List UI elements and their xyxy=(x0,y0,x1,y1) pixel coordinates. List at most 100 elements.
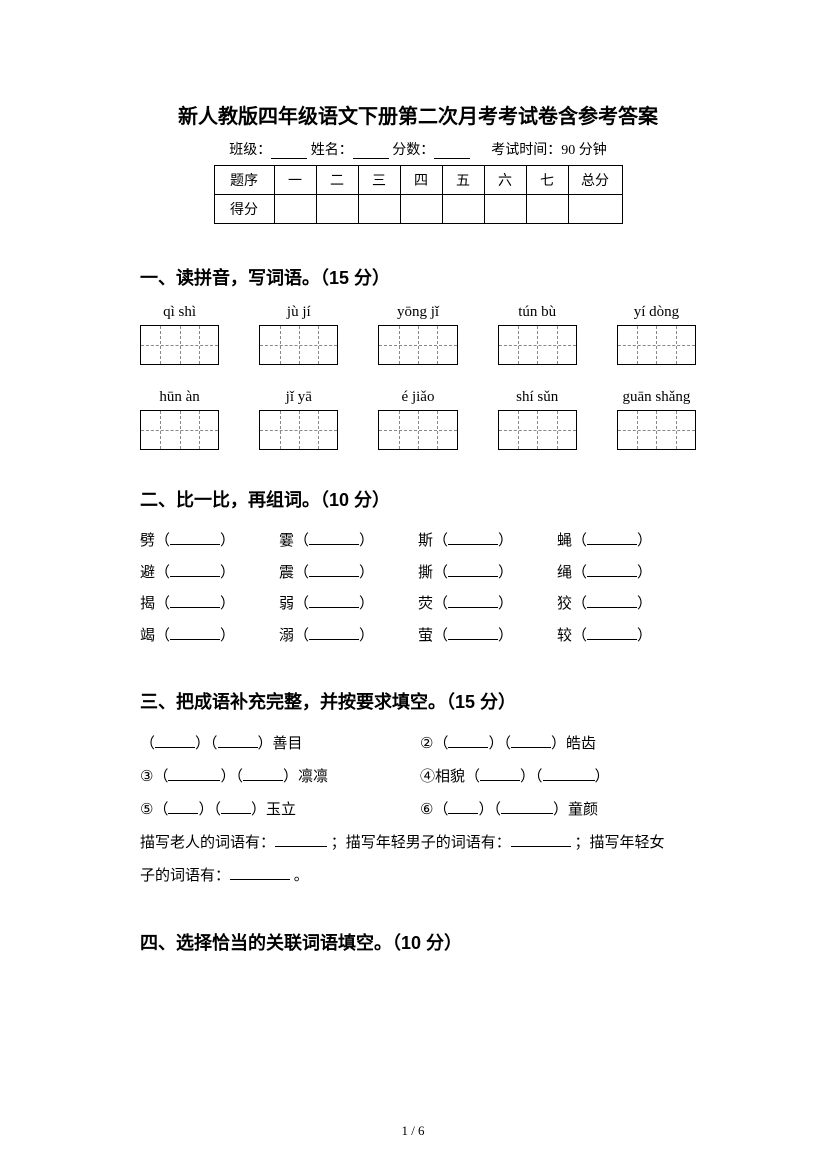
time-label: 考试时间：90 分钟 xyxy=(491,143,607,158)
fill-blank xyxy=(218,734,258,748)
s2-char: 较 xyxy=(557,628,572,644)
charbox xyxy=(498,410,577,450)
s2-char: 劈 xyxy=(140,533,155,549)
charbox xyxy=(140,410,219,450)
desc-text: ；描写年轻女 xyxy=(575,835,665,851)
td-blank xyxy=(358,195,400,224)
fill-blank xyxy=(448,563,498,577)
idiom-num: ⑥ xyxy=(420,802,433,818)
pinyin-cell: yí dòng xyxy=(617,304,696,321)
score-blank xyxy=(434,145,470,159)
s3-row: ③（）（）凛凛 ④相貌（）（） xyxy=(140,761,696,794)
idiom-tail: 善目 xyxy=(273,736,303,752)
desc-text: 。 xyxy=(294,868,309,884)
idiom-num: ⑤ xyxy=(140,802,153,818)
s2-row: 劈（） 霎（） 斯（） 蝇（） xyxy=(140,526,696,558)
s3-item-3: ③（）（）凛凛 xyxy=(140,761,420,794)
td-blank xyxy=(442,195,484,224)
score-label: 分数： xyxy=(392,143,434,158)
pinyin-cell: é jiǎo xyxy=(378,389,457,406)
th-4: 四 xyxy=(400,166,442,195)
idiom-tail: 玉立 xyxy=(266,802,296,818)
fill-blank xyxy=(168,767,220,781)
pinyin-cell: yōng jǐ xyxy=(378,304,457,321)
table-row: 得分 xyxy=(214,195,622,224)
fill-blank xyxy=(480,767,520,781)
desc-text: 描写老人的词语有： xyxy=(140,835,275,851)
idiom-tail: 皓齿 xyxy=(566,736,596,752)
s2-cell: 避（） xyxy=(140,558,279,590)
s3-desc-line1: 描写老人的词语有： ；描写年轻男子的词语有： ；描写年轻女 xyxy=(140,827,696,860)
s3-desc-line2: 子的词语有： 。 xyxy=(140,860,696,893)
s2-cell: 绳（） xyxy=(557,558,696,590)
fill-blank xyxy=(587,531,637,545)
idiom-num: ③ xyxy=(140,769,153,785)
s2-cell: 斯（） xyxy=(418,526,557,558)
s2-cell: 震（） xyxy=(279,558,418,590)
desc-text: 子的词语有： xyxy=(140,868,230,884)
s2-row: 揭（） 弱（） 荧（） 狡（） xyxy=(140,589,696,621)
fill-blank xyxy=(230,866,290,880)
fill-blank xyxy=(309,563,359,577)
s2-cell: 揭（） xyxy=(140,589,279,621)
pinyin-cell: jù jí xyxy=(259,304,338,321)
s2-cell: 弱（） xyxy=(279,589,418,621)
s2-char: 霎 xyxy=(279,533,294,549)
pinyin-cell: hūn àn xyxy=(140,389,219,406)
td-blank xyxy=(484,195,526,224)
td-blank xyxy=(316,195,358,224)
s2-char: 荧 xyxy=(418,596,433,612)
th-2: 二 xyxy=(316,166,358,195)
s2-char: 避 xyxy=(140,565,155,581)
charbox xyxy=(617,410,696,450)
s2-char: 萤 xyxy=(418,628,433,644)
s3-item-4: ④相貌（）（） xyxy=(420,761,696,794)
s2-char: 蝇 xyxy=(557,533,572,549)
fill-blank xyxy=(309,594,359,608)
fill-blank xyxy=(170,563,220,577)
page-title: 新人教版四年级语文下册第二次月考考试卷含参考答案 xyxy=(140,100,696,129)
th-7: 七 xyxy=(526,166,568,195)
table-row: 题序 一 二 三 四 五 六 七 总分 xyxy=(214,166,622,195)
charbox-row xyxy=(140,325,696,365)
score-table: 题序 一 二 三 四 五 六 七 总分 得分 xyxy=(214,165,623,224)
meta-line: 班级： 姓名： 分数： 考试时间：90 分钟 xyxy=(140,139,696,159)
fill-blank xyxy=(448,594,498,608)
page-footer: 1 / 6 xyxy=(0,1123,826,1139)
th-5: 五 xyxy=(442,166,484,195)
fill-blank xyxy=(170,626,220,640)
fill-blank xyxy=(309,626,359,640)
fill-blank xyxy=(448,531,498,545)
name-label: 姓名： xyxy=(311,143,353,158)
idiom-num: ② xyxy=(420,736,433,752)
pinyin-cell: guān shǎng xyxy=(617,389,696,406)
pinyin-row: hūn àn jǐ yā é jiǎo shí sǔn guān shǎng xyxy=(140,389,696,406)
pinyin-row: qì shì jù jí yōng jǐ tún bù yí dòng xyxy=(140,304,696,321)
fill-blank xyxy=(168,800,198,814)
fill-blank xyxy=(243,767,283,781)
s2-char: 绳 xyxy=(557,565,572,581)
exam-page: 新人教版四年级语文下册第二次月考考试卷含参考答案 班级： 姓名： 分数： 考试时… xyxy=(0,0,826,1169)
fill-blank xyxy=(170,594,220,608)
charbox xyxy=(259,325,338,365)
th-total: 总分 xyxy=(568,166,622,195)
s2-cell: 狡（） xyxy=(557,589,696,621)
s2-cell: 荧（） xyxy=(418,589,557,621)
td-blank xyxy=(274,195,316,224)
s2-char: 狡 xyxy=(557,596,572,612)
charbox xyxy=(617,325,696,365)
fill-blank xyxy=(543,767,595,781)
td-score-label: 得分 xyxy=(214,195,274,224)
s3-row: ⑤（）（）玉立 ⑥（）（）童颜 xyxy=(140,794,696,827)
name-blank xyxy=(353,145,389,159)
s2-char: 溺 xyxy=(279,628,294,644)
charbox xyxy=(378,410,457,450)
th-index: 题序 xyxy=(214,166,274,195)
s2-cell: 溺（） xyxy=(279,621,418,653)
fill-blank xyxy=(511,734,551,748)
s3-item-6: ⑥（）（）童颜 xyxy=(420,794,696,827)
charbox xyxy=(140,325,219,365)
section4-heading: 四、选择恰当的关联词语填空。（10 分） xyxy=(140,929,696,955)
idiom-num: ④相貌 xyxy=(420,769,465,785)
s2-char: 竭 xyxy=(140,628,155,644)
